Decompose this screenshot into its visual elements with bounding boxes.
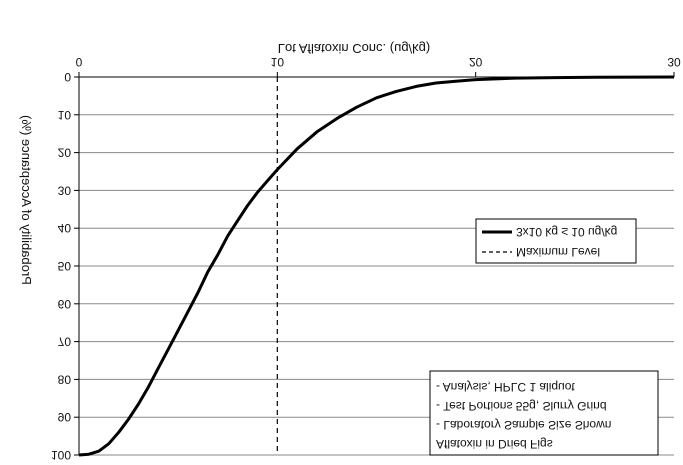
y-axis-label: Probability of Acceptance (%)	[19, 115, 34, 285]
x-tick-label: 0	[76, 55, 83, 69]
y-tick-label: 60	[58, 297, 72, 311]
axis-layer: 0 10 20 30 40 50 60 70 80 90 100 0 10 20 30	[51, 55, 681, 462]
y-tick-label: 50	[58, 259, 72, 273]
x-tick-label: 20	[469, 55, 483, 69]
annotation-box: Aflatoxin in Dried Figs - Laboratory Sam…	[429, 370, 659, 456]
y-tick-label: 100	[51, 448, 71, 462]
x-tick-label: 30	[667, 55, 681, 69]
y-tick-label: 80	[58, 372, 72, 386]
series-layer	[78, 75, 675, 457]
legend-box	[475, 218, 637, 264]
annotation-line-2: - Laboratory Sample Size Shown	[436, 418, 611, 432]
y-tick-label: 10	[58, 108, 72, 122]
annotation-line-3: - Test Portions 55g, Slurry Grind	[436, 399, 607, 413]
annotation-frame	[429, 370, 659, 456]
y-tick-label: 40	[58, 221, 72, 235]
annotation-line-4: - Analysis, HPLC 1 aliquot	[436, 380, 575, 394]
legend: 3x10 kg ≤ 10 ug/kg Maximum Level	[475, 218, 637, 264]
legend-entry-max: Maximum Level	[516, 245, 600, 259]
x-axis-label: Lot Aflatoxin Conc. (ug/kg)	[278, 41, 430, 56]
x-tick-label: 10	[271, 55, 285, 69]
y-tick-label: 20	[58, 146, 72, 160]
y-tick-label: 70	[58, 335, 72, 349]
y-tick-label: 0	[64, 70, 71, 84]
y-tick-label: 90	[58, 410, 72, 424]
acceptance-curve	[78, 75, 675, 457]
y-tick-label: 30	[58, 183, 72, 197]
legend-entry-curve: 3x10 kg ≤ 10 ug/kg	[516, 225, 617, 239]
annotation-line-1: Aflatoxin in Dried Figs	[436, 437, 553, 451]
